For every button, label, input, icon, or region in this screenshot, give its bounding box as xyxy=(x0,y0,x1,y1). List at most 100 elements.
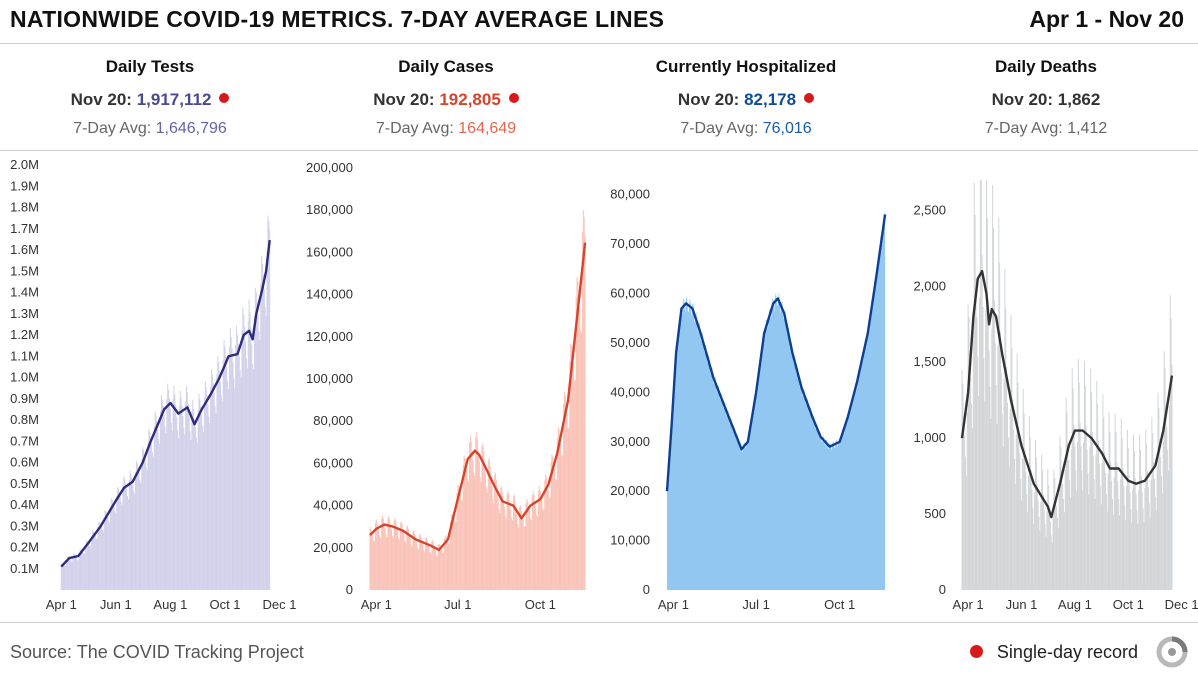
daily-bar xyxy=(1082,491,1084,590)
daily-bar xyxy=(1163,350,1165,590)
avg-prefix: 7-Day Avg: xyxy=(375,120,454,137)
daily-bar xyxy=(106,513,108,590)
daily-bar xyxy=(146,470,148,590)
daily-bar xyxy=(1091,431,1093,590)
daily-bar xyxy=(453,517,455,590)
daily-bar xyxy=(1170,318,1172,590)
daily-bar xyxy=(582,209,584,590)
daily-bar xyxy=(1141,492,1143,590)
seven-day-average-line xyxy=(60,239,271,568)
daily-bar xyxy=(976,316,978,590)
daily-bar xyxy=(1093,479,1095,590)
daily-bar xyxy=(114,511,116,590)
daily-bar xyxy=(379,536,381,590)
daily-bar xyxy=(213,393,215,590)
daily-bar xyxy=(1057,528,1059,590)
chart-currently-hospitalized: 0 10,000 20,000 30,000 40,000 50,000 60,000 70,… xyxy=(610,187,887,612)
daily-bar xyxy=(405,543,407,590)
daily-bar xyxy=(104,510,106,590)
daily-bar xyxy=(1144,488,1146,590)
daily-bar xyxy=(377,526,379,590)
daily-bar xyxy=(972,428,973,590)
daily-bar xyxy=(81,550,83,590)
daily-bar xyxy=(1133,450,1135,590)
daily-bar xyxy=(543,510,545,590)
daily-bar xyxy=(128,479,130,590)
daily-bar xyxy=(408,529,410,590)
daily-bar xyxy=(552,456,554,590)
daily-bar xyxy=(559,436,561,590)
daily-bar xyxy=(1005,307,1007,590)
y-tick-label: 0.5M xyxy=(10,476,39,491)
x-tick-label: Jul 1 xyxy=(444,597,471,612)
daily-bar xyxy=(391,536,393,590)
daily-bar xyxy=(421,541,423,590)
daily-bar xyxy=(1056,506,1057,590)
daily-bar xyxy=(375,519,377,590)
daily-bar xyxy=(144,459,146,590)
daily-bar xyxy=(998,217,1000,591)
daily-bar xyxy=(1015,434,1017,590)
daily-bar xyxy=(394,518,396,590)
daily-bar xyxy=(149,431,151,590)
daily-bar xyxy=(156,421,158,590)
daily-bar xyxy=(1052,516,1054,590)
daily-bar xyxy=(509,502,511,590)
daily-bar xyxy=(370,528,372,590)
daily-bar xyxy=(984,400,986,590)
daily-bar xyxy=(537,517,539,590)
daily-bar xyxy=(185,401,187,590)
daily-bar xyxy=(62,564,64,590)
daily-bar xyxy=(227,381,229,590)
daily-bar xyxy=(544,480,546,590)
y-tick-label: 1.4M xyxy=(10,285,39,300)
y-tick-label: 0.6M xyxy=(10,455,39,470)
daily-bar xyxy=(1153,461,1155,590)
daily-bar xyxy=(1105,473,1106,590)
daily-bar xyxy=(1060,446,1062,590)
y-tick-label: 80,000 xyxy=(313,413,353,428)
daily-bar xyxy=(1123,486,1125,590)
daily-bar xyxy=(478,461,480,590)
latest-number: 192,805 xyxy=(439,90,501,109)
latest-prefix: Nov 20: xyxy=(677,90,740,109)
daily-bar xyxy=(986,218,988,590)
latest-prefix: Nov 20: xyxy=(70,90,132,109)
daily-bar xyxy=(579,307,581,590)
daily-bar xyxy=(252,364,254,590)
daily-bar xyxy=(1003,379,1005,590)
daily-bar xyxy=(553,463,555,590)
daily-bar xyxy=(505,518,507,590)
avg-prefix: 7-Day Avg: xyxy=(73,120,152,137)
daily-bar xyxy=(1147,471,1148,590)
seven-day-average: 7-Day Avg: 76,016 xyxy=(596,120,896,138)
daily-bar xyxy=(119,496,121,590)
daily-bar xyxy=(238,355,240,590)
panel-header-currently-hospitalized: Currently Hospitalized Nov 20: 82,178 7-… xyxy=(596,44,896,150)
panel-title: Currently Hospitalized xyxy=(655,57,837,76)
daily-bar xyxy=(192,399,194,590)
daily-bar xyxy=(1063,498,1064,590)
daily-bar xyxy=(1137,523,1139,590)
daily-bar xyxy=(267,215,269,590)
daily-bar xyxy=(268,220,270,590)
daily-bar xyxy=(520,505,522,590)
legend: Single-day record xyxy=(969,642,1138,663)
daily-bar xyxy=(145,466,147,591)
y-tick-label: 0 xyxy=(346,582,353,597)
daily-bar xyxy=(569,361,571,590)
y-tick-label: 0 xyxy=(939,582,946,597)
daily-bar xyxy=(64,565,66,590)
daily-bar xyxy=(1100,504,1102,590)
daily-bar xyxy=(985,310,987,590)
daily-bar xyxy=(67,556,69,590)
daily-bar xyxy=(562,455,564,590)
daily-bar xyxy=(1088,494,1090,590)
daily-bar xyxy=(570,343,572,590)
daily-bar xyxy=(498,508,500,590)
y-tick-label: 120,000 xyxy=(306,329,353,344)
daily-bar xyxy=(1070,449,1072,590)
daily-bar xyxy=(248,299,250,590)
daily-bar xyxy=(548,497,550,590)
daily-bar xyxy=(233,378,235,590)
